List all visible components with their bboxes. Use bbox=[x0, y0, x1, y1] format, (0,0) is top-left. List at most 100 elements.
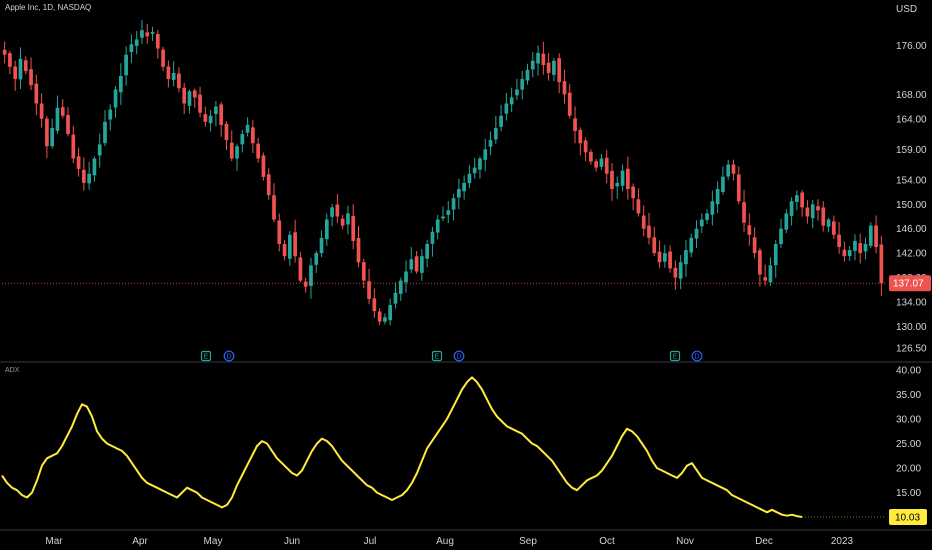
candle[interactable] bbox=[324, 213, 329, 246]
candle[interactable] bbox=[330, 203, 334, 227]
candle[interactable] bbox=[546, 52, 551, 81]
candle[interactable] bbox=[303, 277, 308, 293]
candle[interactable] bbox=[404, 260, 408, 293]
candle[interactable] bbox=[636, 188, 641, 217]
candle[interactable] bbox=[92, 156, 97, 182]
candle[interactable] bbox=[488, 131, 493, 156]
candle[interactable] bbox=[684, 240, 688, 277]
candle[interactable] bbox=[552, 57, 556, 82]
candle[interactable] bbox=[472, 157, 477, 179]
candle[interactable] bbox=[826, 217, 831, 233]
candle[interactable] bbox=[55, 95, 60, 135]
candle[interactable] bbox=[763, 264, 768, 286]
candle[interactable] bbox=[50, 118, 55, 149]
dividend-marker[interactable]: D bbox=[691, 350, 703, 362]
adx-pane[interactable] bbox=[1, 376, 886, 518]
candle[interactable] bbox=[779, 218, 783, 248]
candle[interactable] bbox=[853, 234, 857, 261]
candle[interactable] bbox=[203, 106, 208, 127]
candle[interactable] bbox=[377, 308, 382, 325]
candle[interactable] bbox=[266, 168, 271, 200]
candle[interactable] bbox=[773, 240, 778, 278]
candle[interactable] bbox=[108, 104, 113, 131]
candle[interactable] bbox=[578, 127, 583, 156]
candle[interactable] bbox=[710, 190, 715, 226]
candle[interactable] bbox=[356, 225, 361, 268]
candle[interactable] bbox=[388, 298, 393, 326]
candle[interactable] bbox=[150, 26, 155, 41]
candle[interactable] bbox=[113, 85, 118, 118]
candle[interactable] bbox=[346, 205, 350, 235]
candle[interactable] bbox=[583, 137, 588, 162]
candle[interactable] bbox=[731, 159, 736, 181]
candle[interactable] bbox=[573, 106, 577, 144]
candle[interactable] bbox=[272, 183, 276, 223]
candle[interactable] bbox=[66, 107, 70, 137]
candle[interactable] bbox=[842, 241, 847, 262]
candle[interactable] bbox=[383, 313, 387, 325]
candle[interactable] bbox=[134, 30, 139, 55]
candle[interactable] bbox=[45, 116, 49, 159]
candle[interactable] bbox=[768, 257, 773, 286]
candle[interactable] bbox=[219, 101, 224, 137]
candle[interactable] bbox=[409, 247, 414, 274]
candle[interactable] bbox=[192, 88, 197, 108]
candle[interactable] bbox=[229, 130, 234, 162]
candle[interactable] bbox=[361, 258, 366, 289]
candle[interactable] bbox=[224, 121, 229, 151]
candle[interactable] bbox=[171, 61, 176, 87]
candle[interactable] bbox=[372, 288, 377, 318]
candle[interactable] bbox=[821, 201, 826, 232]
candle[interactable] bbox=[420, 249, 424, 281]
candle[interactable] bbox=[726, 159, 731, 180]
candle[interactable] bbox=[198, 86, 202, 118]
candle[interactable] bbox=[129, 34, 134, 64]
candle[interactable] bbox=[18, 47, 23, 90]
candle[interactable] bbox=[483, 138, 488, 172]
candle[interactable] bbox=[641, 205, 646, 237]
candle[interactable] bbox=[335, 194, 340, 223]
candle[interactable] bbox=[515, 78, 519, 101]
candle[interactable] bbox=[758, 247, 762, 287]
candle[interactable] bbox=[752, 227, 757, 259]
candle[interactable] bbox=[662, 244, 667, 268]
candle[interactable] bbox=[298, 251, 303, 283]
candle[interactable] bbox=[256, 138, 260, 163]
candle[interactable] bbox=[82, 157, 86, 191]
candle[interactable] bbox=[456, 178, 461, 210]
candle[interactable] bbox=[87, 161, 91, 190]
candle[interactable] bbox=[874, 215, 878, 254]
candle[interactable] bbox=[2, 41, 7, 64]
candle[interactable] bbox=[97, 133, 102, 168]
candle[interactable] bbox=[626, 156, 630, 200]
candle[interactable] bbox=[118, 63, 123, 105]
adx-line[interactable] bbox=[1, 376, 803, 518]
candle[interactable] bbox=[446, 201, 451, 223]
candle[interactable] bbox=[214, 101, 218, 127]
candle[interactable] bbox=[689, 233, 694, 258]
candle[interactable] bbox=[60, 99, 65, 119]
candle[interactable] bbox=[478, 156, 482, 179]
candle[interactable] bbox=[13, 60, 18, 91]
candle[interactable] bbox=[530, 51, 535, 78]
candle[interactable] bbox=[879, 236, 884, 296]
candle[interactable] bbox=[831, 215, 836, 239]
candle[interactable] bbox=[562, 69, 567, 104]
candle[interactable] bbox=[615, 176, 620, 199]
candle[interactable] bbox=[509, 87, 514, 113]
candle[interactable] bbox=[340, 214, 345, 230]
candle[interactable] bbox=[810, 200, 815, 229]
candle[interactable] bbox=[398, 277, 403, 301]
candle[interactable] bbox=[536, 45, 540, 76]
candle[interactable] bbox=[166, 60, 171, 88]
candle[interactable] bbox=[594, 158, 599, 172]
dividend-marker[interactable]: D bbox=[223, 350, 235, 362]
candle[interactable] bbox=[657, 240, 662, 268]
candle[interactable] bbox=[29, 57, 33, 91]
candle[interactable] bbox=[367, 268, 371, 305]
candle[interactable] bbox=[525, 63, 530, 85]
price-pane[interactable] bbox=[2, 20, 886, 326]
candle[interactable] bbox=[631, 183, 635, 211]
candle[interactable] bbox=[847, 246, 852, 261]
